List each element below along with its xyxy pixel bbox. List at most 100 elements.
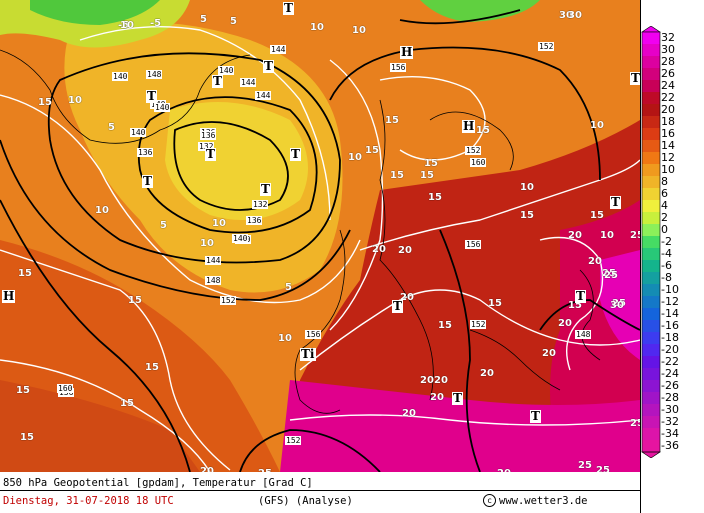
low-pressure-center: T bbox=[212, 74, 223, 88]
isotherm-label: 5 bbox=[108, 122, 115, 133]
isotherm-label: 20 bbox=[480, 368, 494, 379]
legend-swatch bbox=[642, 332, 660, 345]
legend-label: -14 bbox=[661, 307, 679, 320]
legend-swatch bbox=[642, 152, 660, 165]
legend-swatch bbox=[642, 308, 660, 321]
legend-swatch bbox=[642, 440, 660, 453]
isotherm-label: 20 bbox=[398, 245, 412, 256]
legend-label: -28 bbox=[661, 391, 679, 404]
isotherm-label: 30 bbox=[559, 10, 573, 21]
legend-label: -32 bbox=[661, 415, 679, 428]
isotherm-label: 15 bbox=[568, 300, 582, 311]
legend-label: 32 bbox=[661, 31, 675, 44]
legend-swatch bbox=[642, 212, 660, 225]
isotherm-label: 15 bbox=[385, 115, 399, 126]
legend-color-bar bbox=[641, 25, 661, 459]
low-pressure-center: T bbox=[263, 59, 274, 73]
geopotential-label: 136 bbox=[200, 131, 217, 140]
legend-swatch bbox=[642, 392, 660, 405]
isotherm-label: 15 bbox=[145, 362, 159, 373]
cold-field-north bbox=[420, 0, 540, 22]
isotherm-label: 15 bbox=[590, 210, 604, 221]
isotherm-label: 20 bbox=[588, 256, 602, 267]
isotherm-label: 5 bbox=[160, 220, 167, 231]
geopotential-label: 144 bbox=[240, 78, 257, 87]
legend-label: 24 bbox=[661, 79, 675, 92]
isotherm-label: 10 bbox=[348, 152, 362, 163]
isotherm-label: 15 bbox=[20, 432, 34, 443]
isotherms bbox=[0, 25, 640, 472]
isotherm-label: 10 bbox=[95, 205, 109, 216]
low-pressure-center: T bbox=[452, 391, 463, 405]
map-title: 850 hPa Geopotential [gpdam], Temperatur… bbox=[3, 477, 313, 489]
geopotential-label: 148 bbox=[575, 330, 592, 339]
geopotential-label: 148 bbox=[205, 276, 222, 285]
legend-swatch bbox=[642, 260, 660, 273]
low-pressure-center: Ti bbox=[300, 347, 316, 361]
low-pressure-center: T bbox=[283, 1, 294, 15]
isotherm-label: 20 bbox=[400, 292, 414, 303]
isotherm-label: 15 bbox=[18, 268, 32, 279]
legend-swatch bbox=[642, 176, 660, 189]
legend-label: 18 bbox=[661, 115, 675, 128]
legend-swatch bbox=[642, 140, 660, 153]
warm-field-southwest-2 bbox=[0, 380, 200, 472]
legend-arrow-bottom bbox=[641, 451, 661, 459]
legend-label: 22 bbox=[661, 91, 675, 104]
geopotential-label: 152 bbox=[285, 436, 302, 445]
isotherm-label: 20 bbox=[430, 392, 444, 403]
legend-label: 2 bbox=[661, 211, 668, 224]
hot-field-south bbox=[280, 380, 640, 472]
legend-swatch bbox=[642, 224, 660, 237]
legend-swatch bbox=[642, 32, 660, 45]
isotherm-label: 25 bbox=[596, 465, 610, 473]
geopotential-label: 156 bbox=[465, 240, 482, 249]
legend-swatch bbox=[642, 44, 660, 57]
isotherm-label: 15 bbox=[438, 320, 452, 331]
copyright-text: www.wetter3.de bbox=[499, 494, 588, 507]
low-pressure-center: T bbox=[392, 299, 403, 313]
legend-swatch bbox=[642, 356, 660, 369]
isotherm-label: 15 bbox=[428, 192, 442, 203]
isotherm-label: 25 bbox=[630, 230, 640, 241]
legend-swatch bbox=[642, 428, 660, 441]
legend-label: 6 bbox=[661, 187, 668, 200]
geopotential-label: 140 bbox=[112, 72, 129, 81]
geopotential-label: 144 bbox=[255, 91, 272, 100]
geopotential-label: 136 bbox=[246, 216, 263, 225]
legend-swatch bbox=[642, 80, 660, 93]
legend-label: -4 bbox=[661, 247, 672, 260]
isotherm-label: 10 bbox=[352, 25, 366, 36]
legend-label: 4 bbox=[661, 199, 668, 212]
hot-field-far-east bbox=[600, 250, 640, 360]
legend-swatch bbox=[642, 380, 660, 393]
geopotential-label: 152 bbox=[220, 296, 237, 305]
isotherm-label: 25 bbox=[612, 298, 626, 309]
legend-swatch bbox=[642, 248, 660, 261]
legend-swatch bbox=[642, 404, 660, 417]
low-pressure-center: T bbox=[630, 71, 640, 85]
isotherm-label: 15 bbox=[16, 385, 30, 396]
footer-vertical-divider bbox=[640, 472, 641, 513]
geopotential-label: 140 bbox=[154, 103, 171, 112]
isotherm-label: 25 bbox=[630, 418, 640, 429]
weather-map: -5 -5 5 5 5 5 5 10 10 10 10 10 10 10 10 10 10 10 10 15 15 15 1… bbox=[0, 0, 641, 473]
model-info: (GFS) (Analyse) bbox=[258, 495, 353, 507]
legend-label: 28 bbox=[661, 55, 675, 68]
legend-label: -6 bbox=[661, 259, 672, 272]
geopotential-label: 152 bbox=[538, 42, 555, 51]
isotherm-label: 20 bbox=[542, 348, 556, 359]
isotherm-label: 20 bbox=[497, 468, 511, 472]
legend-label: 20 bbox=[661, 103, 675, 116]
copyright-notice: c www.wetter3.de bbox=[483, 494, 588, 507]
isotherm-label: 25 bbox=[578, 460, 592, 471]
isotherm-label: 15 bbox=[390, 170, 404, 181]
legend-swatch bbox=[642, 296, 660, 309]
geopotential-label: 140 bbox=[232, 234, 249, 243]
isotherm-label: 25 bbox=[258, 468, 272, 472]
legend-swatch bbox=[642, 104, 660, 117]
isotherm-label: 15 bbox=[38, 97, 52, 108]
isotherm-label: 10 bbox=[600, 230, 614, 241]
legend-swatch bbox=[642, 284, 660, 297]
legend-label: -22 bbox=[661, 355, 679, 368]
